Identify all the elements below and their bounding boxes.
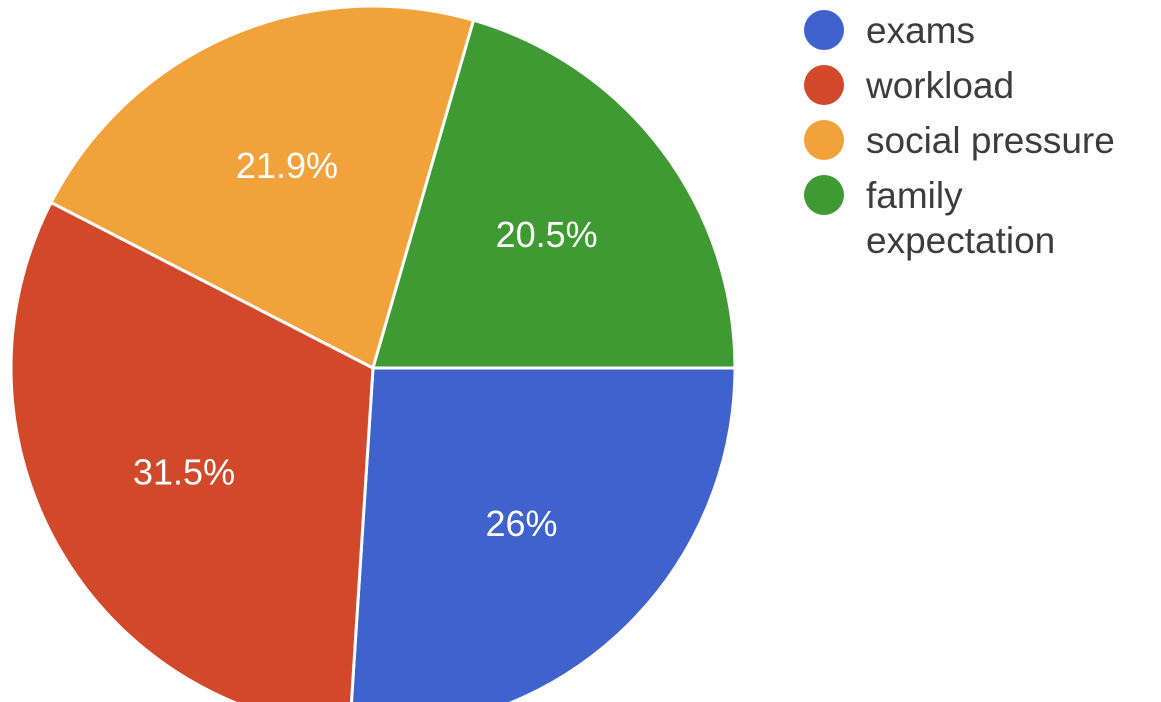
legend-item-social-pressure: social pressure: [804, 118, 1161, 163]
slice-label-social-pressure: 21.9%: [236, 145, 338, 186]
pie-slice-family-expectation: [371, 18, 737, 370]
pie-chart: 26% 31.5% 21.9% 20.5%: [9, 4, 737, 702]
legend: exams workload social pressure family expec…: [804, 8, 1161, 273]
pie-slice-social-pressure: [49, 4, 476, 371]
legend-label: exams: [866, 10, 975, 51]
legend-label: family expectation: [866, 175, 1056, 261]
pie-slices: [9, 4, 737, 702]
legend-item-exams: exams: [804, 8, 1161, 53]
slice-label-exams: 26%: [486, 503, 558, 544]
legend-swatch: [804, 175, 844, 215]
legend-swatch: [804, 120, 844, 160]
legend-label: social pressure: [866, 120, 1115, 161]
pie-slice-exams: [349, 366, 737, 702]
slice-label-workload: 31.5%: [133, 452, 235, 493]
pie-slice-workload: [9, 200, 375, 702]
slice-label-family-expectation: 20.5%: [496, 214, 598, 255]
legend-swatch: [804, 65, 844, 105]
pie-labels: 26% 31.5% 21.9% 20.5%: [133, 145, 598, 544]
legend-label: workload: [866, 65, 1015, 106]
legend-item-workload: workload: [804, 63, 1161, 108]
legend-swatch: [804, 10, 844, 50]
legend-item-family-expectation: family expectation: [804, 173, 1161, 263]
